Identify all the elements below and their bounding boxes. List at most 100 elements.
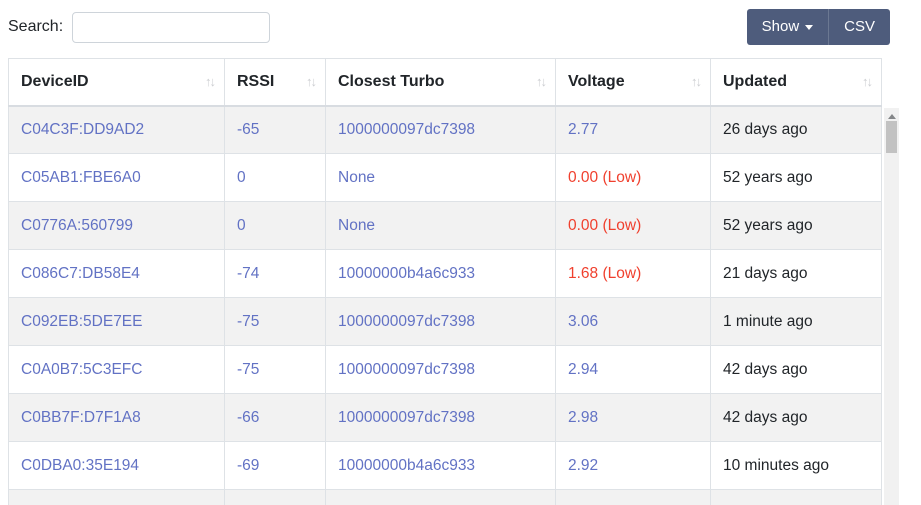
vertical-scrollbar[interactable] — [884, 108, 899, 505]
turbo-link[interactable]: 10000000b4a6c933 — [338, 456, 476, 474]
cell-updated: 52 years ago — [710, 153, 882, 202]
table-row-partial — [8, 489, 882, 505]
cell-voltage: 2.77 — [555, 105, 711, 154]
updated-value: 52 years ago — [723, 216, 813, 234]
table-row: C0776A:560799 0 None 0.00 (Low) 52 years ago — [8, 201, 882, 250]
updated-value: 42 days ago — [723, 408, 808, 426]
cell-deviceid: C04C3F:DD9AD2 — [8, 105, 225, 154]
updated-value: 1 minute ago — [723, 312, 813, 330]
rssi-value: -65 — [237, 120, 260, 138]
device-link[interactable]: C0BB7F:D7F1A8 — [21, 408, 141, 426]
table-row: C04C3F:DD9AD2 -65 1000000097dc7398 2.77 26 d… — [8, 105, 882, 154]
updated-value: 21 days ago — [723, 264, 808, 282]
cell-deviceid: C086C7:DB58E4 — [8, 249, 225, 298]
turbo-link[interactable]: 1000000097dc7398 — [338, 312, 476, 330]
voltage-value: 2.77 — [568, 120, 599, 138]
cell-deviceid: C0A0B7:5C3EFC — [8, 345, 225, 394]
cell-voltage: 3.06 — [555, 297, 711, 346]
rssi-value: -69 — [237, 456, 260, 474]
updated-value: 26 days ago — [723, 120, 808, 138]
turbo-link[interactable]: 1000000097dc7398 — [338, 120, 476, 138]
cell-closest-turbo: 10000000b4a6c933 — [325, 441, 556, 490]
turbo-link[interactable]: 10000000b4a6c933 — [338, 264, 476, 282]
header-row: DeviceID ↑↓ RSSI ↑↓ Closest Turbo ↑↓ Voltag… — [8, 58, 882, 107]
table-container: DeviceID ↑↓ RSSI ↑↓ Closest Turbo ↑↓ Voltag… — [8, 58, 883, 505]
table-row: C0DBA0:35E194 -69 10000000b4a6c933 2.92 10 m… — [8, 441, 882, 490]
search-input[interactable] — [72, 11, 271, 43]
updated-value: 42 days ago — [723, 360, 808, 378]
column-header-closest-turbo[interactable]: Closest Turbo ↑↓ — [325, 58, 556, 107]
voltage-value: 2.94 — [568, 360, 599, 378]
turbo-link: None — [338, 216, 376, 234]
cell-rssi: -75 — [224, 345, 326, 394]
cell-updated: 52 years ago — [710, 201, 882, 250]
cell-deviceid: C0776A:560799 — [8, 201, 225, 250]
cell-closest-turbo: 1000000097dc7398 — [325, 297, 556, 346]
device-link[interactable]: C086C7:DB58E4 — [21, 264, 140, 282]
device-link[interactable]: C0A0B7:5C3EFC — [21, 360, 143, 378]
device-link[interactable]: C04C3F:DD9AD2 — [21, 120, 145, 138]
cell-empty — [8, 489, 225, 505]
voltage-value: 0.00 (Low) — [568, 216, 642, 234]
scroll-up-icon[interactable] — [887, 114, 896, 119]
cell-closest-turbo: 1000000097dc7398 — [325, 345, 556, 394]
turbo-link[interactable]: 1000000097dc7398 — [338, 408, 476, 426]
cell-rssi: -66 — [224, 393, 326, 442]
cell-updated: 42 days ago — [710, 393, 882, 442]
cell-deviceid: C092EB:5DE7EE — [8, 297, 225, 346]
cell-deviceid: C0DBA0:35E194 — [8, 441, 225, 490]
cell-closest-turbo: None — [325, 153, 556, 202]
search-label: Search: — [8, 18, 64, 35]
table-row: C086C7:DB58E4 -74 10000000b4a6c933 1.68 (Lo… — [8, 249, 882, 298]
cell-updated: 1 minute ago — [710, 297, 882, 346]
voltage-value: 2.98 — [568, 408, 599, 426]
device-link[interactable]: C092EB:5DE7EE — [21, 312, 143, 330]
export-button-group: Show CSV — [746, 9, 890, 45]
column-header-rssi[interactable]: RSSI ↑↓ — [224, 58, 326, 107]
show-button-label: Show — [761, 18, 800, 35]
updated-value: 52 years ago — [723, 168, 813, 186]
table-body: C04C3F:DD9AD2 -65 1000000097dc7398 2.77 26 d… — [8, 105, 882, 505]
cell-closest-turbo: None — [325, 201, 556, 250]
rssi-value: 0 — [237, 216, 246, 234]
table-row: C05AB1:FBE6A0 0 None 0.00 (Low) 52 years ago — [8, 153, 882, 202]
cell-rssi: -65 — [224, 105, 326, 154]
device-link[interactable]: C0776A:560799 — [21, 216, 134, 234]
cell-empty — [224, 489, 326, 505]
chevron-down-icon — [805, 24, 814, 30]
show-button[interactable]: Show — [746, 9, 830, 45]
column-header-updated[interactable]: Updated ↑↓ — [710, 58, 882, 107]
column-header-voltage[interactable]: Voltage ↑↓ — [555, 58, 711, 107]
sort-icon: ↑↓ — [306, 74, 317, 90]
cell-updated: 26 days ago — [710, 105, 882, 154]
scrollbar-thumb[interactable] — [886, 121, 897, 153]
cell-voltage: 2.98 — [555, 393, 711, 442]
rssi-value: -74 — [237, 264, 260, 282]
cell-rssi: 0 — [224, 153, 326, 202]
cell-deviceid: C0BB7F:D7F1A8 — [8, 393, 225, 442]
cell-voltage: 0.00 (Low) — [555, 153, 711, 202]
voltage-value: 1.68 (Low) — [568, 264, 642, 282]
device-link[interactable]: C05AB1:FBE6A0 — [21, 168, 141, 186]
column-label: Voltage — [568, 72, 625, 90]
cell-rssi: -74 — [224, 249, 326, 298]
cell-empty — [325, 489, 556, 505]
sort-icon: ↑↓ — [691, 74, 702, 90]
turbo-link[interactable]: 1000000097dc7398 — [338, 360, 476, 378]
column-label: Closest Turbo — [338, 72, 445, 90]
cell-voltage: 2.92 — [555, 441, 711, 490]
column-header-deviceid[interactable]: DeviceID ↑↓ — [8, 58, 225, 107]
rssi-value: -75 — [237, 360, 260, 378]
cell-closest-turbo: 10000000b4a6c933 — [325, 249, 556, 298]
device-link[interactable]: C0DBA0:35E194 — [21, 456, 140, 474]
cell-voltage: 2.94 — [555, 345, 711, 394]
turbo-link: None — [338, 168, 376, 186]
csv-button[interactable]: CSV — [829, 9, 890, 45]
sort-icon: ↑↓ — [205, 74, 216, 90]
column-label: RSSI — [237, 72, 275, 90]
cell-voltage: 1.68 (Low) — [555, 249, 711, 298]
column-label: DeviceID — [21, 72, 89, 90]
updated-value: 10 minutes ago — [723, 456, 829, 474]
rssi-value: -66 — [237, 408, 260, 426]
